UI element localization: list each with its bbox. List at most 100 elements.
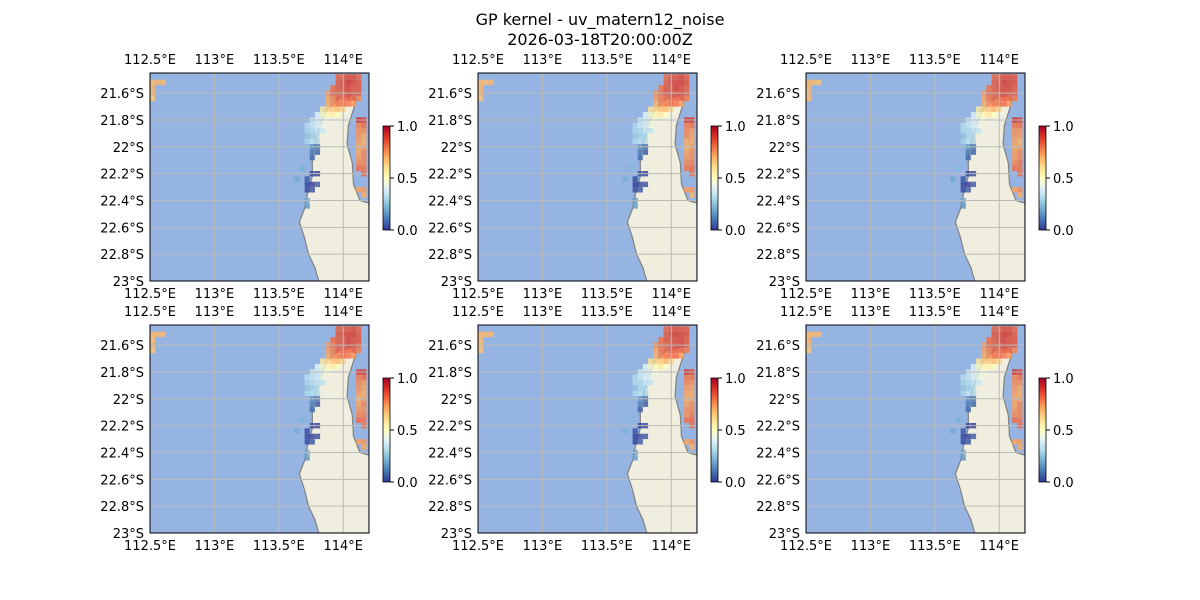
heatmap-cell bbox=[658, 111, 664, 118]
heatmap-cell bbox=[304, 374, 310, 381]
heatmap-cell bbox=[653, 101, 659, 107]
heatmap-cell bbox=[684, 439, 690, 445]
heatmap-cell bbox=[986, 353, 992, 359]
heatmap-cell bbox=[361, 149, 367, 155]
heatmap-cell bbox=[351, 347, 357, 354]
heatmap-cell bbox=[981, 111, 987, 118]
heatmap-cell bbox=[689, 380, 695, 386]
heatmap-cell bbox=[299, 165, 305, 171]
heatmap-cell bbox=[986, 101, 992, 107]
heatmap-cell bbox=[970, 380, 977, 386]
lon-tick-label-bottom: 114°E bbox=[323, 287, 363, 302]
heatmap-cell bbox=[356, 417, 362, 423]
lat-tick-label: 21.6°S bbox=[100, 339, 144, 354]
colorbar: 0.0 0.5 1.0 bbox=[382, 120, 418, 239]
heatmap-cell bbox=[304, 128, 310, 134]
heatmap-cell bbox=[304, 133, 310, 139]
heatmap-cell bbox=[304, 187, 310, 193]
heatmap-cell bbox=[637, 433, 643, 440]
heatmap-cell bbox=[684, 154, 690, 161]
heatmap-cell bbox=[1012, 326, 1018, 332]
heatmap-cell bbox=[320, 380, 326, 386]
heatmap-cell bbox=[320, 374, 326, 381]
heatmap-cell bbox=[361, 192, 367, 198]
heatmap-cell bbox=[361, 439, 367, 445]
heatmap-cell bbox=[1007, 337, 1013, 343]
heatmap-cell bbox=[679, 79, 685, 86]
colorbar-tick-label: 1.0 bbox=[725, 372, 746, 387]
heatmap-cell bbox=[632, 122, 638, 129]
heatmap-cell bbox=[986, 111, 992, 118]
heatmap-cell bbox=[1012, 85, 1018, 91]
heatmap-cell bbox=[976, 106, 982, 112]
heatmap-cell bbox=[361, 374, 367, 381]
lon-tick-label-bottom: 113.5°E bbox=[253, 287, 305, 302]
heatmap-cell bbox=[970, 433, 977, 440]
heatmap-cell bbox=[1001, 347, 1007, 354]
heatmap-cell bbox=[309, 187, 315, 193]
heatmap-cell bbox=[684, 417, 690, 423]
heatmap-cell bbox=[970, 401, 977, 407]
heatmap-cell bbox=[150, 347, 156, 354]
heatmap-cell bbox=[632, 428, 638, 434]
heatmap-cell bbox=[960, 374, 966, 381]
colorbar-tick-label: 0.0 bbox=[1053, 224, 1074, 239]
heatmap-cell bbox=[684, 149, 690, 155]
heatmap-cell bbox=[1017, 390, 1023, 397]
heatmap-cell bbox=[1007, 95, 1013, 102]
heatmap-cell bbox=[658, 85, 664, 91]
heatmap-cell bbox=[679, 74, 685, 80]
heatmap-cell bbox=[325, 363, 331, 370]
heatmap-cell bbox=[648, 380, 654, 386]
heatmap-cell bbox=[684, 347, 690, 354]
lon-tick-label-top: 112.5°E bbox=[124, 305, 176, 320]
lon-tick-label-bottom: 113°E bbox=[195, 287, 235, 302]
lat-tick-label: 22°S bbox=[769, 393, 800, 408]
heatmap-cell bbox=[314, 133, 321, 139]
heatmap-cell bbox=[642, 433, 649, 440]
lat-tick-label: 22°S bbox=[441, 393, 472, 408]
heatmap-cell bbox=[689, 406, 695, 413]
heatmap-cell bbox=[345, 331, 351, 338]
heatmap-cell bbox=[330, 337, 336, 343]
heatmap-cell bbox=[1017, 192, 1023, 198]
lat-tick-label: 22.4°S bbox=[756, 446, 800, 461]
heatmap-cell bbox=[335, 347, 341, 354]
heatmap-cell bbox=[488, 79, 494, 86]
heatmap-cell bbox=[478, 331, 484, 338]
lat-tick-label: 21.6°S bbox=[100, 87, 144, 102]
heatmap-cell bbox=[970, 122, 977, 129]
heatmap-cell bbox=[663, 79, 669, 86]
heatmap-cell bbox=[673, 79, 679, 86]
heatmap-cell bbox=[1001, 95, 1007, 102]
heatmap-cell bbox=[160, 331, 166, 338]
heatmap-cell bbox=[648, 374, 654, 381]
heatmap-cell bbox=[351, 74, 357, 80]
map-content bbox=[478, 73, 697, 281]
heatmap-cell bbox=[314, 390, 321, 397]
panel-frame bbox=[149, 324, 370, 534]
heatmap-cell bbox=[658, 101, 664, 107]
heatmap-cell bbox=[356, 439, 362, 445]
heatmap-cell bbox=[684, 401, 690, 407]
colorbar: 0.0 0.5 1.0 bbox=[1038, 120, 1074, 239]
heatmap-cell bbox=[658, 337, 664, 343]
heatmap-cell bbox=[361, 417, 367, 423]
heatmap-cell bbox=[684, 79, 690, 86]
heatmap-cell bbox=[960, 390, 966, 397]
lat-tick-label: 22.6°S bbox=[428, 221, 472, 236]
heatmap-cell bbox=[991, 347, 997, 354]
heatmap-cell bbox=[294, 428, 300, 434]
heatmap-cell bbox=[361, 133, 367, 139]
heatmap-cell bbox=[976, 128, 982, 134]
lon-tick-label-top: 113°E bbox=[195, 305, 235, 320]
heatmap-cell bbox=[1012, 417, 1018, 423]
heatmap-cell bbox=[684, 374, 690, 381]
lat-tick-label: 23°S bbox=[113, 275, 144, 290]
heatmap-cell bbox=[361, 401, 367, 407]
heatmap-cell bbox=[299, 417, 305, 423]
map-panels: 112.5°E 112.5°E 113°E 113°E 113.5°E 113.5°E 11… bbox=[100, 53, 1073, 554]
heatmap-cell bbox=[673, 337, 679, 343]
heatmap-cell bbox=[150, 331, 156, 338]
